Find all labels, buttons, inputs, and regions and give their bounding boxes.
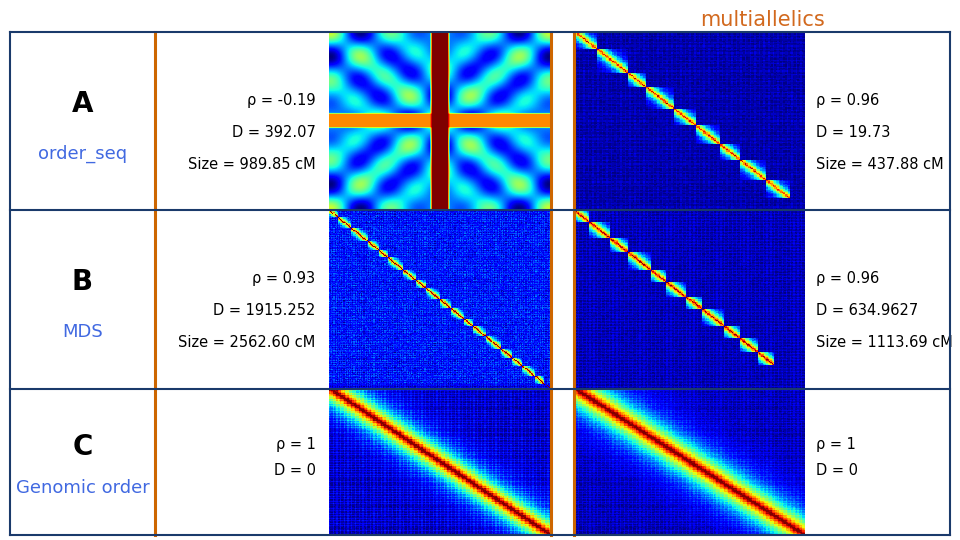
Text: ρ = 1: ρ = 1 — [276, 436, 316, 451]
Text: MDS: MDS — [62, 322, 103, 341]
Text: ρ = 0.96: ρ = 0.96 — [816, 271, 879, 286]
Text: Size = 2562.60 cM: Size = 2562.60 cM — [179, 335, 316, 350]
Text: order_seq: order_seq — [38, 144, 127, 163]
Text: D = 1915.252: D = 1915.252 — [213, 303, 316, 318]
Text: B: B — [72, 268, 93, 296]
Text: D = 19.73: D = 19.73 — [816, 125, 891, 140]
Text: ρ = -0.19: ρ = -0.19 — [247, 92, 316, 107]
Text: D = 634.9627: D = 634.9627 — [816, 303, 919, 318]
Text: Size = 989.85 cM: Size = 989.85 cM — [188, 157, 316, 172]
Text: ρ = 0.96: ρ = 0.96 — [816, 92, 879, 107]
Text: ρ = 1: ρ = 1 — [816, 436, 856, 451]
Text: D = 0: D = 0 — [816, 463, 858, 478]
Text: D = 392.07: D = 392.07 — [231, 125, 316, 140]
Text: A: A — [72, 90, 93, 118]
Text: Size = 437.88 cM: Size = 437.88 cM — [816, 157, 944, 172]
Text: Size = 1113.69 cM: Size = 1113.69 cM — [816, 335, 953, 350]
Text: Genomic order: Genomic order — [15, 479, 150, 497]
Text: multiallelics: multiallelics — [700, 10, 825, 30]
Text: ρ = 0.93: ρ = 0.93 — [252, 271, 316, 286]
Text: D = 0: D = 0 — [274, 463, 316, 478]
Text: C: C — [72, 433, 93, 461]
